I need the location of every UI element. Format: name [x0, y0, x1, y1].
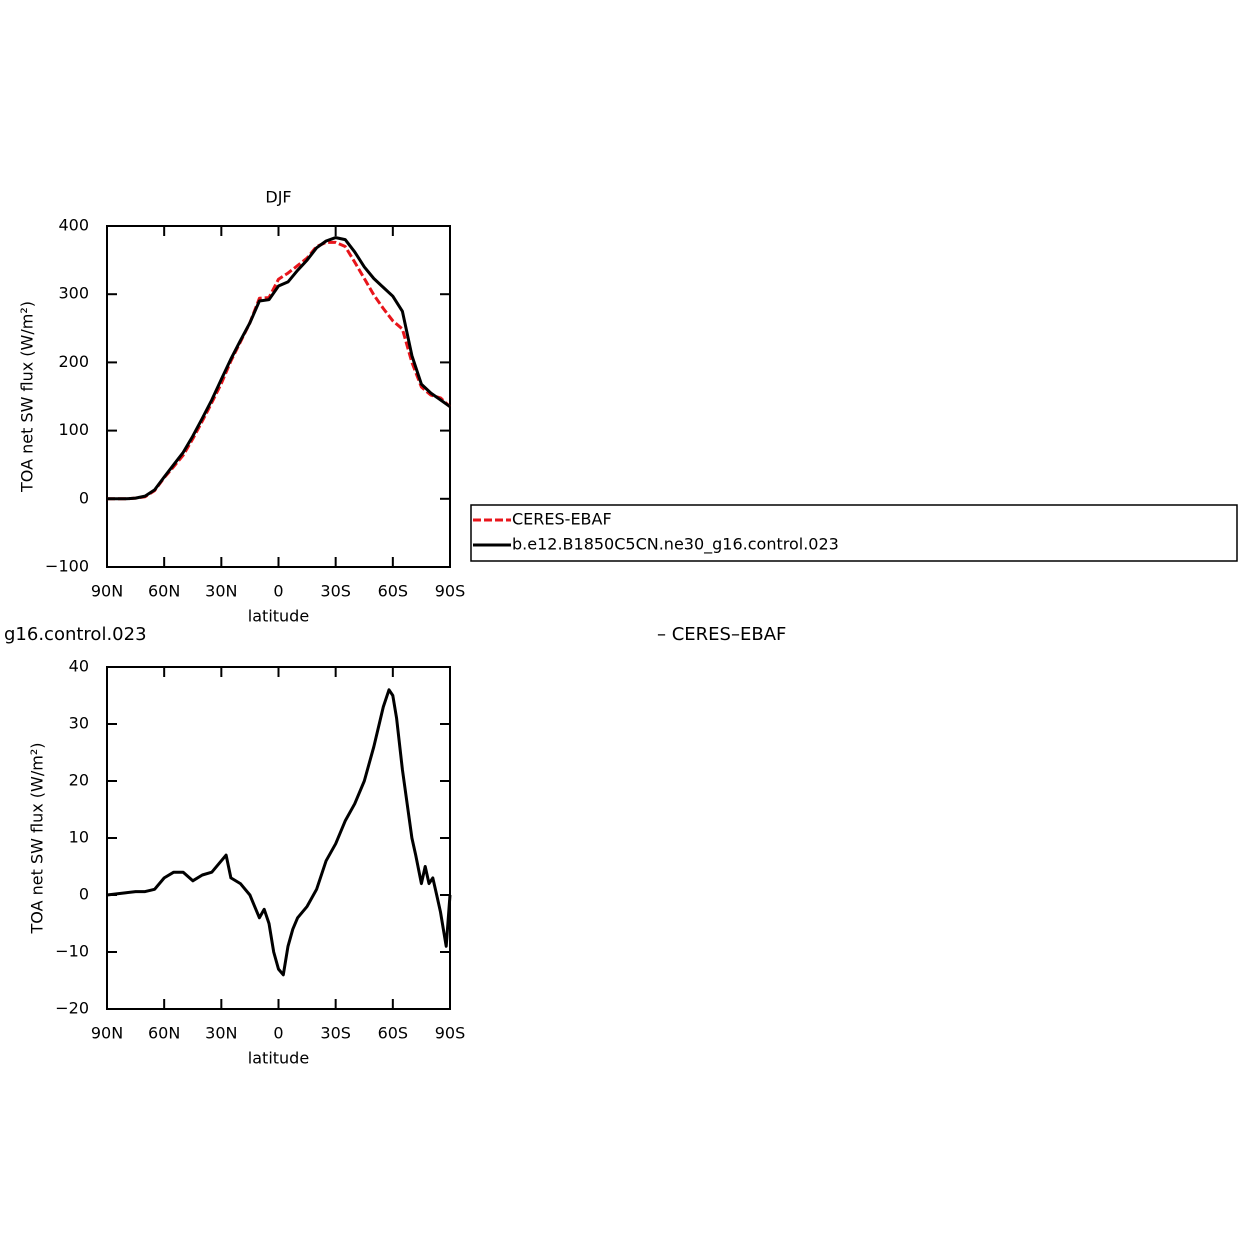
x-tick-label: 60N — [148, 582, 180, 601]
y-tick-label: 200 — [58, 352, 89, 371]
x-tick-label: 90N — [91, 1024, 123, 1043]
x-tick-label: 60S — [378, 1024, 409, 1043]
y-axis-label: TOA net SW flux (W/m²) — [28, 743, 47, 935]
y-tick-label: 30 — [69, 714, 89, 733]
x-tick-label: 90N — [91, 582, 123, 601]
data-line — [106, 688, 452, 977]
data-line — [107, 240, 452, 501]
y-tick-label: −10 — [55, 942, 89, 961]
chart-title: – CERES–EBAF — [657, 624, 786, 645]
y-tick-label: −20 — [55, 999, 89, 1018]
x-tick-label: 30N — [205, 582, 237, 601]
y-tick-label: 0 — [79, 885, 89, 904]
y-tick-label: 400 — [58, 216, 89, 235]
legend-label: b.e12.B1850C5CN.ne30_g16.control.023 — [512, 535, 839, 555]
x-tick-label: 30S — [320, 582, 351, 601]
y-tick-label: 10 — [69, 828, 89, 847]
x-tick-label: 90S — [435, 1024, 466, 1043]
x-tick-label: 60S — [378, 582, 409, 601]
chart-title: DJF — [265, 188, 291, 207]
chart-title: g16.control.023 — [4, 624, 147, 645]
y-tick-label: 40 — [69, 657, 89, 676]
y-axis-label: TOA net SW flux (W/m²) — [18, 301, 37, 493]
y-tick-label: 0 — [79, 488, 89, 507]
data-line — [107, 236, 451, 501]
plot-frame — [106, 666, 451, 1010]
plot-frame — [106, 225, 451, 568]
x-tick-label: 0 — [273, 582, 283, 601]
x-tick-label: 30N — [205, 1024, 237, 1043]
y-tick-label: 300 — [58, 284, 89, 303]
legend-box — [470, 504, 1238, 562]
x-tick-label: 0 — [273, 1024, 283, 1043]
x-axis-label: latitude — [248, 607, 309, 626]
x-axis-label: latitude — [248, 1049, 309, 1068]
x-tick-label: 30S — [320, 1024, 351, 1043]
y-tick-label: −100 — [45, 557, 89, 576]
legend-label: CERES-EBAF — [512, 510, 612, 529]
y-tick-label: 20 — [69, 771, 89, 790]
y-tick-label: 100 — [58, 420, 89, 439]
x-tick-label: 90S — [435, 582, 466, 601]
x-tick-label: 60N — [148, 1024, 180, 1043]
